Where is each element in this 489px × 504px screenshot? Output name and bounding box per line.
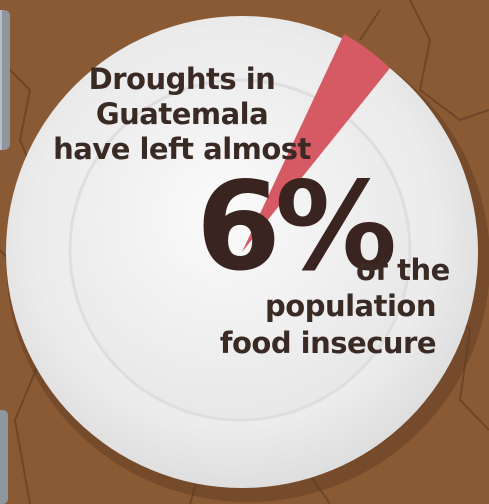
tail-text: population food insecure xyxy=(219,289,437,360)
plate-center xyxy=(68,78,412,422)
percent-wedge xyxy=(242,34,390,252)
headline-text: Droughts in Guatemala have left almost xyxy=(53,62,311,166)
percent-figure: 6% xyxy=(196,156,397,298)
fork-handle-lower xyxy=(0,410,8,504)
suffix-text: of the xyxy=(356,253,450,287)
fork-handle xyxy=(0,10,10,150)
